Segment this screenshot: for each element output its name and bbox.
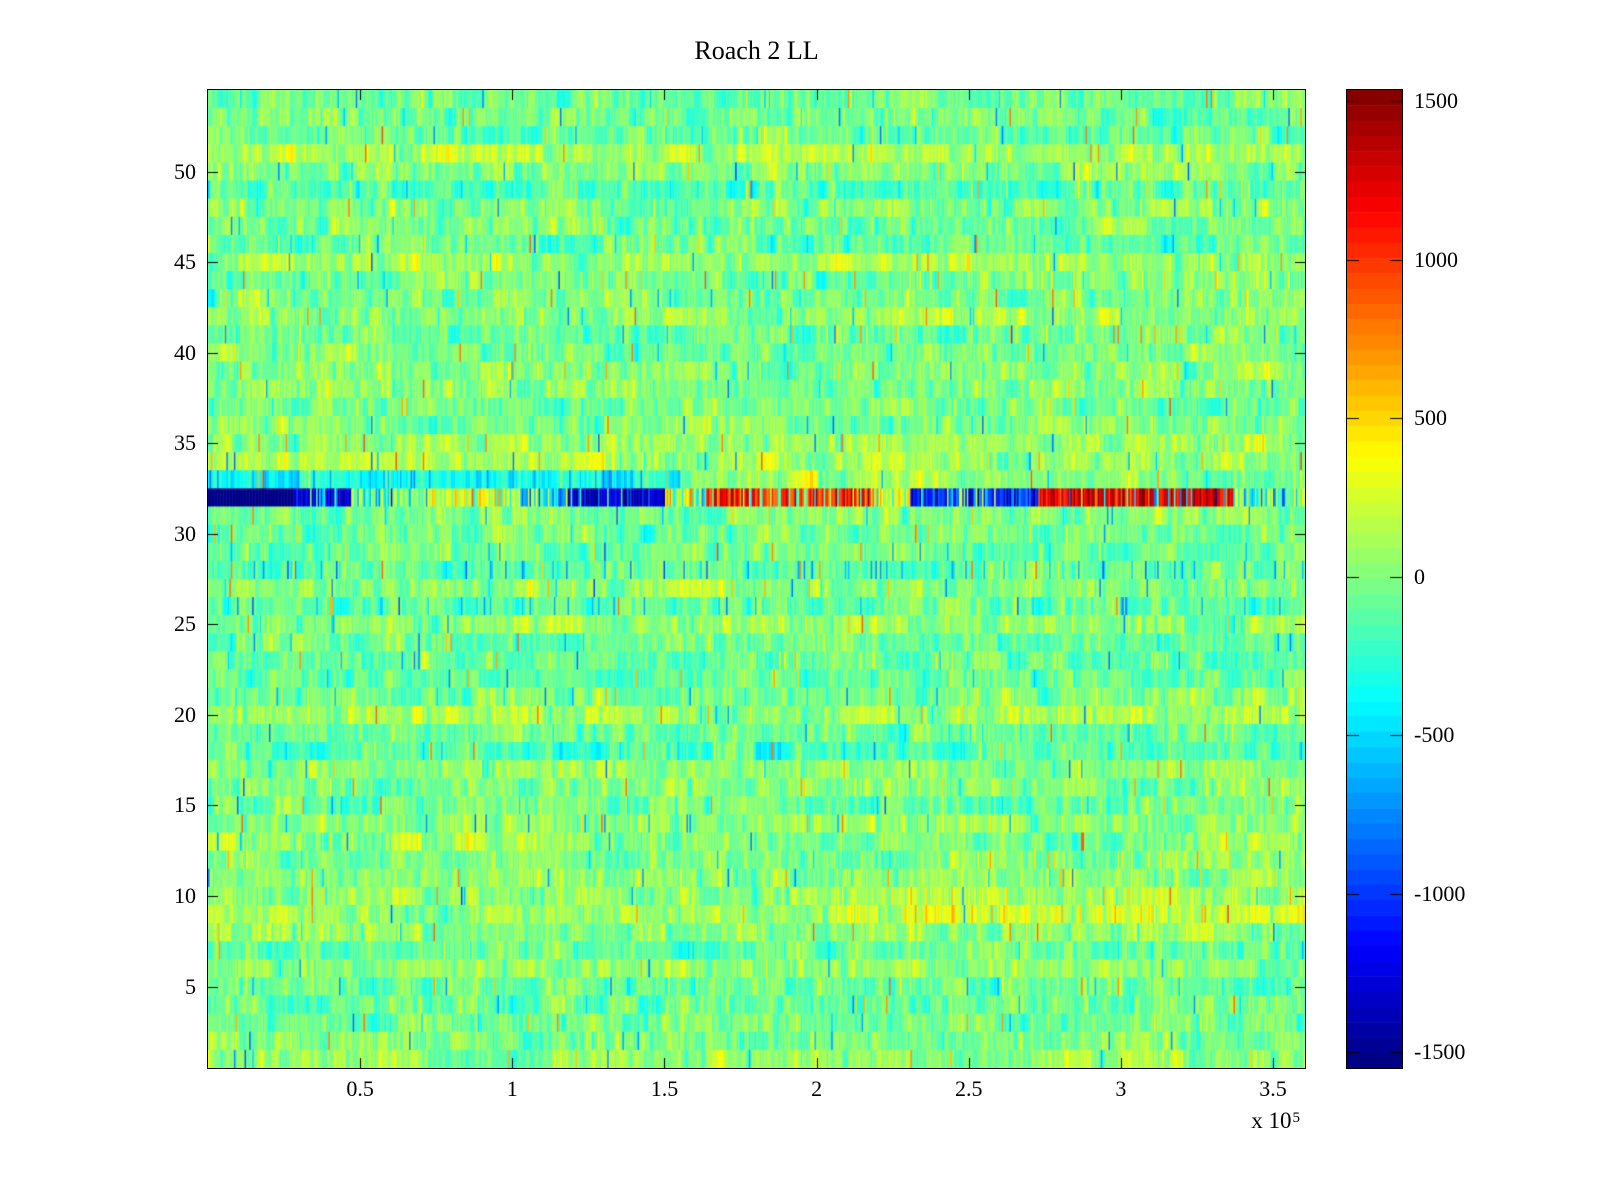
- plot-title: Roach 2 LL: [694, 36, 819, 65]
- y-tick-label: 10: [174, 882, 196, 908]
- y-tick-label: 25: [174, 611, 196, 637]
- colorbar-tick-label: 1500: [1414, 88, 1458, 114]
- x-exponent-power: 5: [1292, 1110, 1301, 1126]
- x-axis-exponent-label: x 105: [1150, 1108, 1300, 1134]
- y-tick-label: 20: [174, 701, 196, 727]
- colorbar-tick-label: -1000: [1414, 880, 1466, 906]
- x-tick-label: 2: [811, 1076, 823, 1101]
- y-tick-label: 40: [174, 339, 196, 365]
- x-tick-label: 3: [1115, 1076, 1127, 1101]
- y-tick-label: 5: [185, 973, 196, 999]
- x-tick-label: 1: [506, 1076, 518, 1101]
- y-tick-label: 45: [174, 249, 196, 275]
- x-tick-label: 2.5: [954, 1076, 983, 1101]
- x-exponent-prefix: x 10: [1251, 1108, 1292, 1133]
- y-tick-label: 30: [174, 520, 196, 546]
- y-tick-label: 15: [174, 792, 196, 818]
- x-tick-label: 3.5: [1259, 1076, 1287, 1101]
- colorbar-tick-label: 0: [1414, 563, 1425, 589]
- colorbar-canvas: [1346, 89, 1403, 1069]
- x-tick-label: 1.5: [650, 1076, 679, 1101]
- y-tick-label: 35: [174, 430, 196, 456]
- colorbar-tick-label: -1500: [1414, 1039, 1466, 1065]
- colorbar-tick-label: 500: [1414, 405, 1447, 431]
- colorbar-tick-label: -500: [1414, 722, 1455, 748]
- heatmap-canvas: [207, 89, 1306, 1069]
- x-tick-label: 0.5: [346, 1076, 374, 1101]
- y-tick-label: 50: [174, 158, 196, 184]
- colorbar-tick-label: 1000: [1414, 246, 1458, 272]
